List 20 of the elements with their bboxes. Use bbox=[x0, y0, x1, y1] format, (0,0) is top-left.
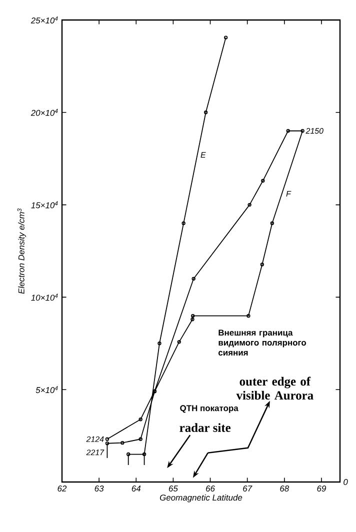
x-tick-label: 68 bbox=[280, 486, 290, 492]
x-tick-label: 66 bbox=[206, 486, 215, 492]
y-axis-title: Electron Density e/cm$^{3}$ bbox=[17, 208, 26, 294]
annotation: Внешняя граница видимого полярного сияния bbox=[218, 330, 306, 356]
x-tick-label: 64 bbox=[132, 486, 141, 492]
y-tick-label: 5×10$^{4}$ bbox=[36, 386, 58, 394]
x-tick-label: 65 bbox=[168, 486, 178, 492]
annotation: QTH покатора bbox=[180, 405, 238, 413]
annotation: outer edge of visible Aurora bbox=[236, 376, 314, 400]
y-tick-label: 10×10$^{4}$ bbox=[31, 294, 58, 301]
x-tick-label: 63 bbox=[94, 486, 104, 492]
x-tick-label: 67 bbox=[243, 486, 252, 492]
y-tick-label: 20×10$^{4}$ bbox=[30, 108, 58, 116]
y-tick-label: 25×10$^{4}$ bbox=[30, 16, 58, 24]
x-tick-label: 69 bbox=[317, 486, 326, 492]
y-tick-label: 15×10$^{4}$ bbox=[31, 201, 58, 208]
x-tick-label: 62 bbox=[58, 486, 67, 492]
annotation: radar site bbox=[180, 423, 231, 432]
text: 0 bbox=[344, 479, 348, 485]
x-axis-title: Geomagnetic Latitude bbox=[160, 494, 242, 502]
